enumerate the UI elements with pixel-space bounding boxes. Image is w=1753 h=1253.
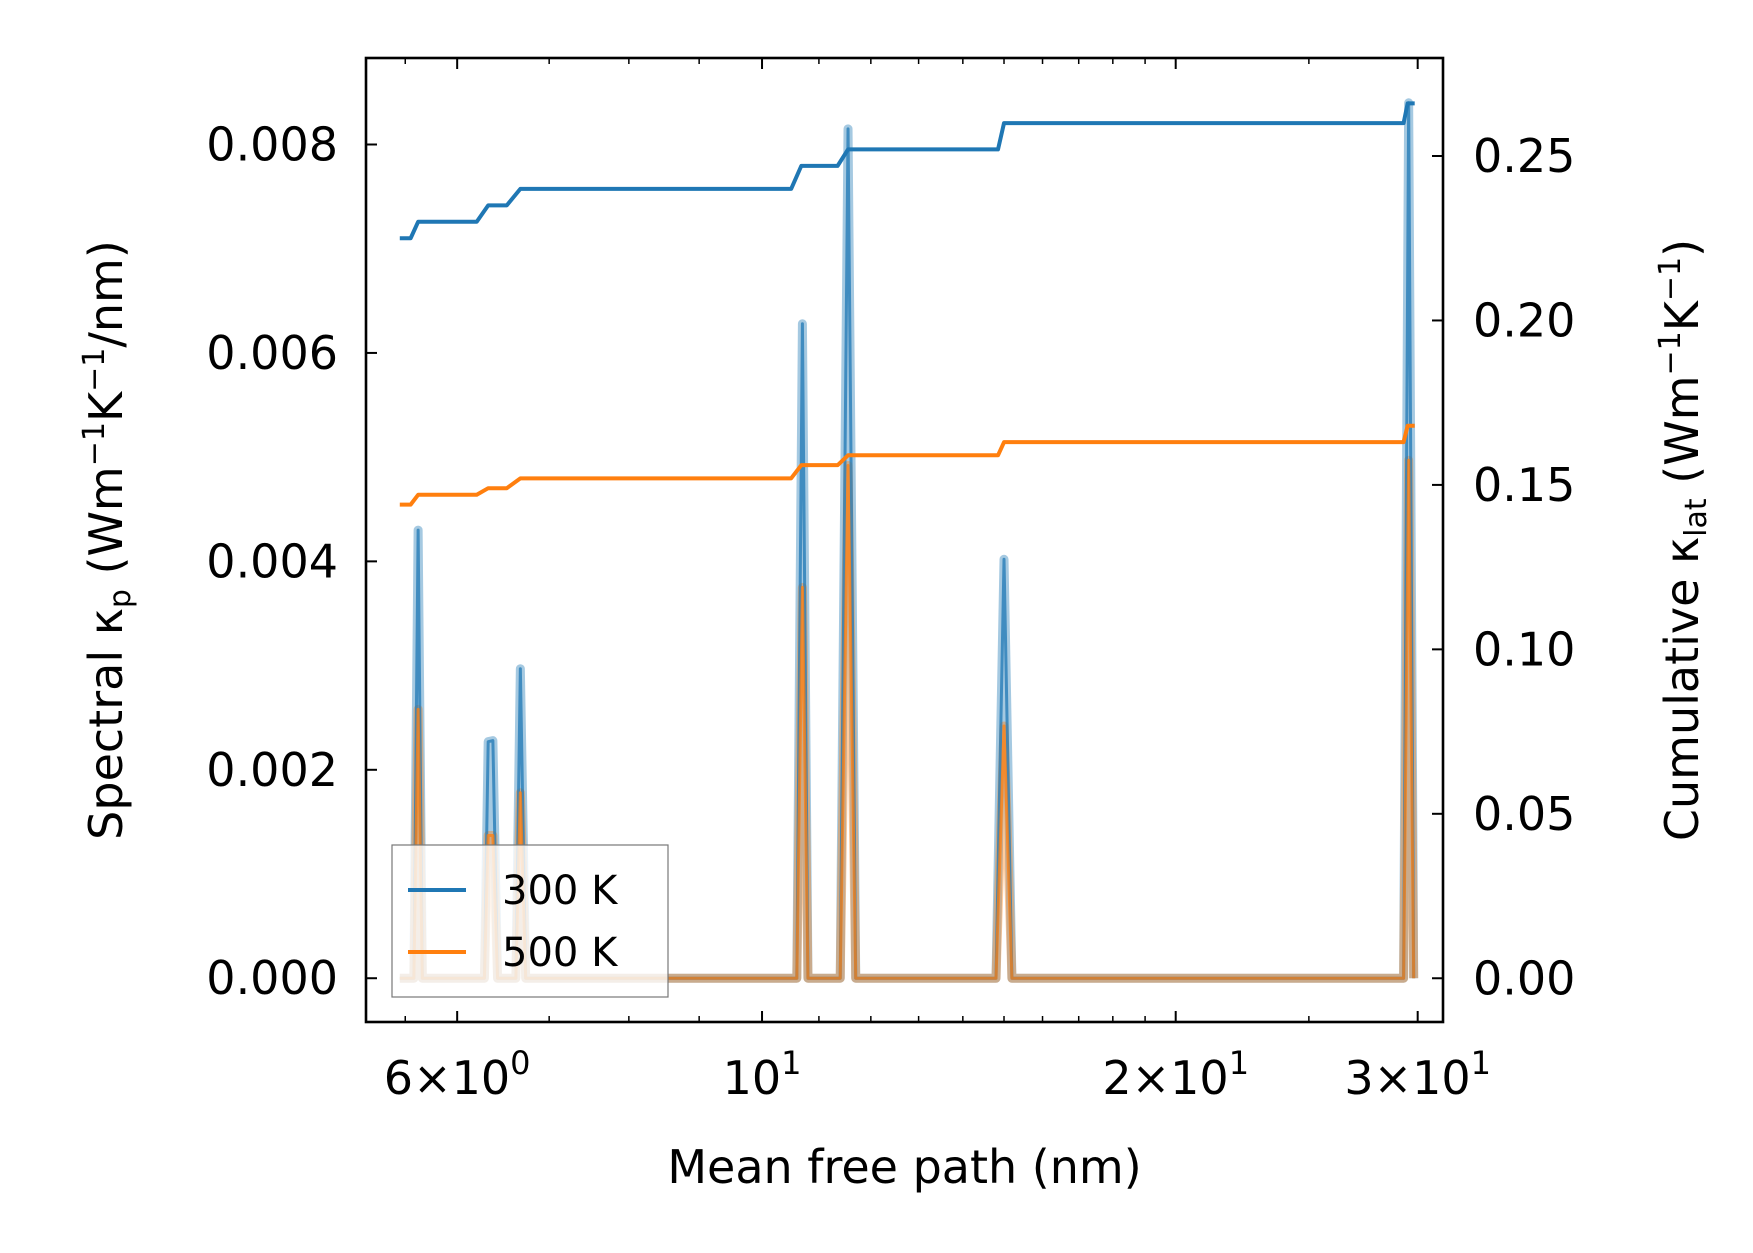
x-tick-label: 6×100 — [384, 1044, 531, 1105]
y-left-tick-label: 0.006 — [206, 326, 338, 380]
legend-label-500k: 500 K — [502, 930, 619, 976]
y-left-tick-label: 0.008 — [206, 117, 338, 171]
y-right-tick-label: 0.15 — [1473, 458, 1575, 512]
plot-frame — [364, 56, 1445, 1024]
y-left-tick-label: 0.000 — [206, 951, 338, 1005]
axis-ticks — [366, 58, 1443, 1022]
y-left-tick-label: 0.002 — [206, 743, 338, 797]
x-tick-label: 2×101 — [1102, 1044, 1249, 1105]
y-right-tick-label: 0.05 — [1473, 787, 1575, 841]
x-tick-label: 101 — [723, 1044, 802, 1105]
y-right-tick-label: 0.00 — [1473, 951, 1575, 1005]
y-left-tick-label: 0.004 — [206, 534, 338, 588]
left-y-axis-title: Spectral κp (Wm−1K−1/nm) — [77, 240, 138, 840]
tick-labels: 6×100 101 2×101 3×101 0.000 0.002 0.004 0.006 0.… — [206, 117, 1575, 1105]
y-right-tick-label: 0.25 — [1473, 129, 1575, 183]
cumulative-line-300k — [399, 101, 1415, 241]
x-axis-title: Mean free path (nm) — [667, 1140, 1141, 1194]
legend-box — [391, 844, 669, 998]
right-y-axis-title: Cumulative κlat (Wm−1K−1) — [1653, 239, 1714, 841]
x-tick-label: 3×101 — [1344, 1044, 1491, 1105]
cumulative-line-500k — [399, 423, 1415, 507]
legend-label-300k: 300 K — [502, 868, 619, 914]
y-right-tick-label: 0.20 — [1473, 293, 1575, 347]
legend: 300 K 500 K — [391, 844, 669, 998]
y-right-tick-label: 0.10 — [1473, 622, 1575, 676]
